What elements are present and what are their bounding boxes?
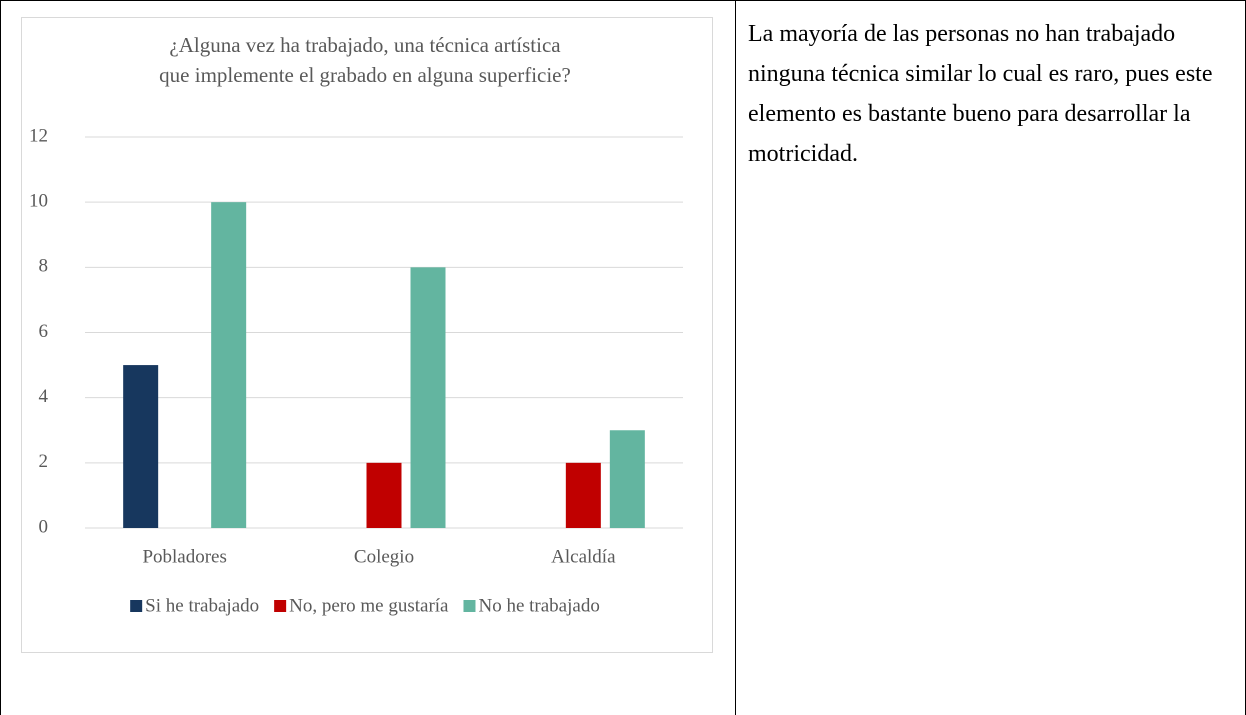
bar (211, 202, 247, 528)
chart: ¿Alguna vez ha trabajado, una técnica ar… (21, 17, 713, 653)
bar (565, 462, 601, 528)
bar (609, 430, 645, 528)
bar (123, 365, 159, 528)
bar (410, 267, 446, 528)
y-tick-label: 10 (29, 191, 48, 212)
y-tick-label: 6 (39, 321, 49, 342)
chart-title: que implemente el grabado en alguna supe… (159, 63, 571, 87)
legend-swatch (463, 600, 476, 612)
chart-frame (21, 17, 713, 653)
legend-swatch (130, 600, 143, 612)
x-tick-label: Pobladores (142, 546, 226, 567)
bar (366, 462, 402, 528)
description: La mayoría de las personas no han trabaj… (748, 21, 1213, 167)
y-tick-label: 0 (39, 516, 49, 537)
legend-label: No he trabajado (478, 595, 599, 616)
chart-title: ¿Alguna vez ha trabajado, una técnica ar… (169, 33, 561, 57)
y-tick-label: 8 (39, 256, 49, 277)
legend-label: Si he trabajado (145, 595, 259, 616)
y-tick-label: 4 (39, 386, 49, 407)
legend-swatch (274, 600, 287, 612)
legend-label: No, pero me gustaría (289, 595, 449, 616)
x-tick-label: Colegio (354, 546, 414, 567)
y-tick-label: 2 (39, 451, 49, 472)
cell-divider (735, 0, 736, 715)
x-tick-label: Alcaldía (551, 546, 616, 567)
y-tick-label: 12 (29, 125, 48, 146)
